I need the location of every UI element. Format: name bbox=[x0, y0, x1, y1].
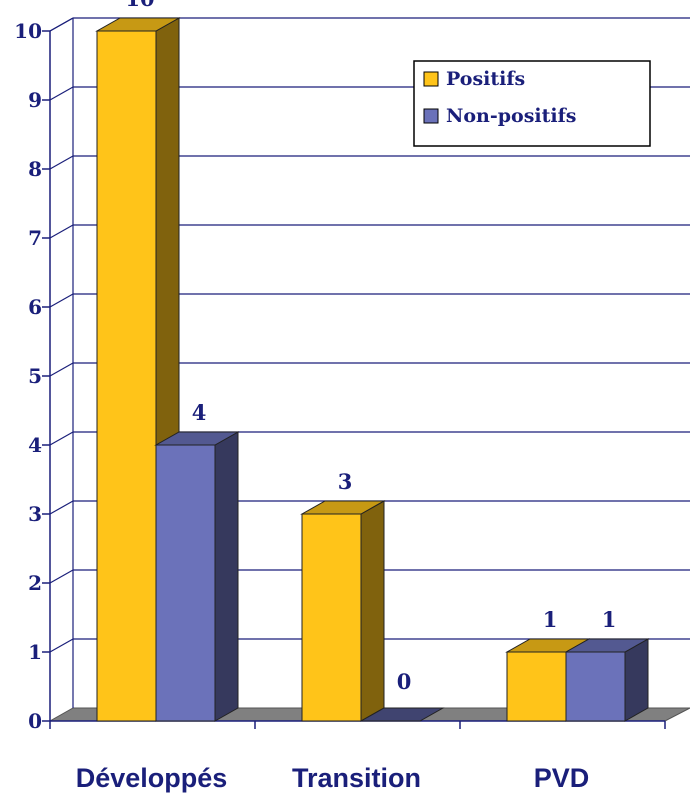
bar-transition-positifs bbox=[301, 513, 362, 722]
legend-label: Positifs bbox=[446, 68, 525, 90]
y-tick-label: 0 bbox=[28, 709, 42, 733]
bar-dvelopps-positifs bbox=[96, 30, 157, 722]
bar-pvd-nonpositifs bbox=[565, 651, 626, 722]
data-label: 1 bbox=[543, 607, 558, 632]
legend: Positifs Non-positifs bbox=[413, 60, 651, 147]
gridline-side bbox=[49, 86, 74, 101]
side-wall-top bbox=[49, 17, 74, 32]
gridline-side bbox=[49, 293, 74, 308]
gridline-side bbox=[49, 638, 74, 653]
y-tick-label: 7 bbox=[28, 226, 42, 250]
y-tick-label: 2 bbox=[28, 571, 42, 595]
y-tick-label: 10 bbox=[14, 19, 42, 43]
y-tick-label: 1 bbox=[28, 640, 42, 664]
bar-pvd-nonpositifs-side bbox=[624, 638, 649, 722]
bar-transition-positifs-side bbox=[360, 500, 385, 722]
gridline-side bbox=[49, 362, 74, 377]
bar-pvd-positifs bbox=[506, 651, 567, 722]
gridline-side bbox=[49, 431, 74, 446]
bar-dvelopps-nonpositifs-side bbox=[214, 431, 239, 722]
bar-dvelopps-nonpositifs bbox=[155, 444, 216, 722]
data-label: 1 bbox=[602, 607, 617, 632]
data-label: 4 bbox=[192, 400, 207, 425]
x-category-label: Développés bbox=[76, 763, 228, 793]
y-tick-label: 5 bbox=[28, 364, 42, 388]
legend-box bbox=[413, 60, 651, 147]
y-tick-label: 6 bbox=[28, 295, 42, 319]
y-tick-label: 4 bbox=[28, 433, 42, 457]
legend-swatch-nonpositifs bbox=[423, 108, 439, 124]
data-label: 10 bbox=[125, 0, 154, 11]
y-tick-label: 3 bbox=[28, 502, 42, 526]
x-category-label: PVD bbox=[534, 763, 590, 793]
y-tick-label: 8 bbox=[28, 157, 42, 181]
x-category-label: Transition bbox=[292, 763, 421, 793]
legend-swatch-positifs bbox=[423, 71, 439, 87]
gridline-side bbox=[49, 569, 74, 584]
gridline-side bbox=[49, 155, 74, 170]
data-label: 3 bbox=[338, 469, 353, 494]
data-label: 0 bbox=[397, 669, 412, 694]
gridline-side bbox=[49, 500, 74, 515]
y-tick-label: 9 bbox=[28, 88, 42, 112]
bar-transition-nonpositifs bbox=[359, 707, 445, 722]
legend-label: Non-positifs bbox=[446, 105, 576, 127]
gridline-side bbox=[49, 224, 74, 239]
